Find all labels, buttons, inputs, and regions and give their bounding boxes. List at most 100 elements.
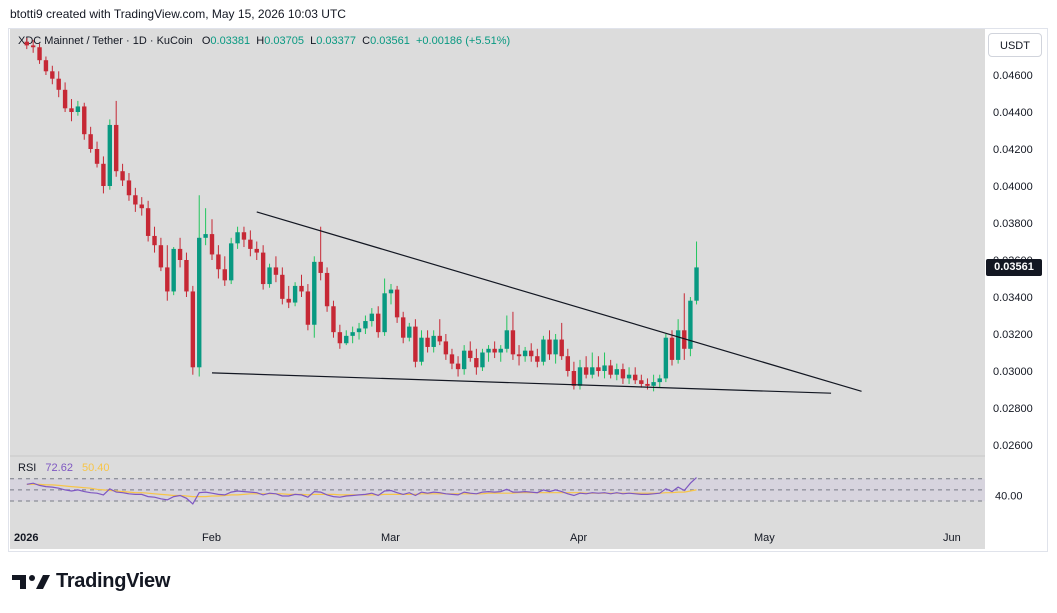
candle-body [516,354,522,357]
candle-body [388,289,394,294]
candle-body [228,243,234,281]
candle-body [165,267,170,292]
trendline-upper [256,211,862,392]
candle-body [30,45,36,48]
symbol-name[interactable]: XDC Mainnet / Tether · 1D · KuCoin [18,35,193,47]
candle-body [126,180,132,196]
candle-body [235,232,240,244]
candle-body [468,350,473,359]
close-label: C [362,35,371,47]
candle-body [669,337,675,360]
candle-body [171,248,176,292]
candle-body [107,124,113,186]
y-tick-label: 0.04400 [993,107,1033,119]
candle-body [324,272,330,307]
y-tick-label: 0.03200 [993,329,1033,341]
candle-body [280,274,285,299]
candle-body [559,339,564,357]
candle-body [177,248,183,260]
trendline-lower [211,372,832,394]
candle-body [394,289,400,318]
candle-body [197,237,202,368]
candle-body [369,313,375,322]
last-price-tag: 0.03561 [986,259,1042,277]
rsi-line [26,477,697,505]
candle-body [94,149,100,164]
candle-body [382,293,387,333]
candle-body [69,108,74,112]
candle-body [260,252,266,285]
candle-body [350,332,355,336]
tradingview-logo-text: TradingView [56,570,171,592]
candle-body [449,354,455,364]
candle-body [694,267,699,301]
candle-body [120,171,125,181]
candle-body [682,330,687,349]
candle-body [184,260,189,292]
candle-body [645,383,650,386]
candle-body [571,371,577,386]
candle-body [113,124,119,172]
change-value: +0.00186 (+5.51%) [415,35,511,47]
y-tick-label: 0.04000 [993,181,1033,193]
candle-body [602,365,607,371]
candle-body [461,350,467,370]
candle-body [657,378,662,383]
candle-body [419,337,424,362]
candle-body [203,234,208,238]
candle-body [675,330,681,360]
x-tick-label: Feb [202,532,221,544]
low-label: L [310,35,317,47]
candle-body [522,350,528,357]
candle-body [407,326,412,338]
candle-body [620,369,626,379]
candle-body [24,41,29,46]
candle-body [299,285,304,292]
currency-button[interactable]: USDT [988,33,1042,57]
tradingview-logo-icon [12,574,50,589]
candle-body [344,335,349,344]
candle-body [504,330,510,349]
candle-body [209,234,215,255]
candle-body [312,261,317,325]
candle-body [318,261,323,273]
candle-body [216,254,221,270]
candle-body [286,298,291,303]
candle-body [292,285,298,303]
rsi-value: 72.62 [45,462,73,474]
x-tick-label: May [754,532,775,544]
candle-body [56,78,61,90]
candle-body [62,89,68,109]
candle-body [541,339,546,362]
y-tick-label: 0.04200 [993,144,1033,156]
candle-body [400,317,406,338]
candle-body [152,235,157,246]
candle-body [133,195,138,205]
rsi-band [10,478,985,502]
candle-body [688,300,693,349]
candle-body [590,367,595,375]
rsi-ma-value: 50.40 [82,462,110,474]
y-tick-label: 0.03400 [993,292,1033,304]
candle-body [158,245,164,268]
close-value: 0.03561 [370,35,410,47]
open-value: 0.03381 [210,35,251,47]
rsi-label[interactable]: RSI [18,462,37,474]
low-value: 0.03377 [316,35,357,47]
candle-body [577,367,583,386]
x-tick-label: Apr [570,532,587,544]
open-label: O [201,35,211,47]
candle-body [50,71,55,79]
candle-body [498,348,503,353]
candle-body [492,348,497,353]
tradingview-logo[interactable]: TradingView [12,570,170,593]
candle-body [547,339,552,355]
candle-body [43,60,49,72]
y-tick-label: 0.02800 [993,403,1033,415]
x-tick-label: Mar [381,532,400,544]
candle-body [425,337,430,347]
candle-body [431,335,436,347]
candle-body [101,163,106,186]
header-attribution: btotti9 created with TradingView.com, Ma… [10,7,346,21]
y-tick-label: 0.04600 [993,70,1033,82]
